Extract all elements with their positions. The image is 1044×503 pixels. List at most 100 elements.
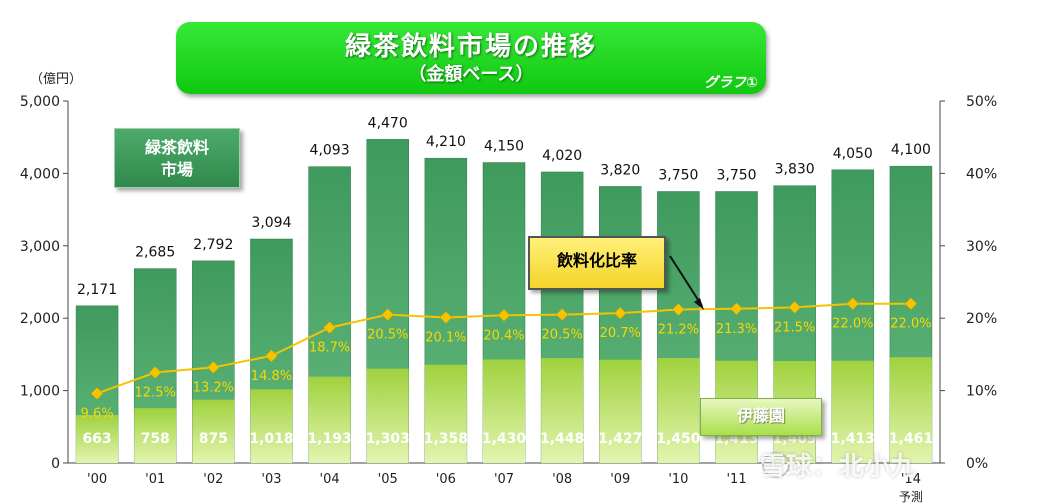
itoen-bar [483,359,525,463]
x-tick-label: '03 [261,472,281,487]
itoen-bar [76,414,119,463]
itoen-data-label: 875 [199,431,228,447]
ratio-point [265,349,278,363]
ratio-data-label: 21.2% [658,323,699,338]
y2-tick-label: 20% [966,311,997,327]
ratio-point [148,366,162,379]
itoen-bar [308,376,351,463]
market-data-label: 4,093 [310,143,350,159]
y2-tick-label: 0% [966,456,988,472]
ratio-point [206,361,220,374]
ratio-data-label: 20.7% [600,326,641,341]
itoen-bar [541,358,584,463]
legend-itoen: 伊藤園 [700,398,822,436]
x-tick-label: '09 [610,472,630,487]
itoen-data-label: 758 [141,431,170,447]
y-tick-label: 5,000 [20,94,60,110]
market-data-label: 4,020 [542,148,582,164]
itoen-data-label: 1,450 [656,431,701,447]
itoen-data-label: 1,018 [249,431,293,447]
y-axis-unit: （億円） [30,72,83,87]
ratio-point [613,306,627,320]
x-category-note: 予測 [899,490,923,503]
watermark-icon [762,452,790,478]
ratio-point [904,297,918,311]
ratio-data-label: 21.3% [716,322,757,337]
itoen-data-label: 1,358 [424,431,468,447]
ratio-data-label: 18.7% [309,341,350,356]
market-data-label: 3,750 [658,168,698,184]
chart-subtitle: （金額ベース） [408,64,534,85]
market-data-label: 2,792 [193,237,233,253]
ratio-point [672,303,685,316]
y-tick-label: 1,000 [20,384,60,400]
market-data-label: 3,820 [600,162,640,178]
y-tick-label: 3,000 [20,239,60,255]
y-tick-label: 4,000 [20,166,60,182]
legend-market-label: 緑茶飲料 市場 [144,138,209,179]
itoen-bar [192,399,235,463]
legend-market: 緑茶飲料 市場 [114,128,240,188]
ratio-point [846,297,860,311]
ratio-point [381,308,395,321]
market-data-label: 2,171 [77,282,117,298]
ratio-data-label: 22.0% [832,317,873,332]
x-tick-label: '00 [87,472,107,487]
market-data-label: 3,830 [775,162,815,178]
chart-tag: グラフ① [704,75,758,91]
itoen-data-label: 1,427 [598,431,642,447]
y2-tick-label: 50% [966,94,997,110]
itoen-bar [889,357,932,463]
itoen-data-label: 1,461 [889,431,933,447]
ratio-arrow-head [694,298,704,310]
ratio-point [497,308,511,322]
x-tick-label: '10 [668,472,688,487]
legend-itoen-label: 伊藤園 [736,406,785,425]
ratio-data-label: 21.5% [774,320,815,335]
ratio-data-label: 12.5% [135,386,176,401]
ratio-point [730,302,743,316]
x-tick-label: '08 [552,472,572,487]
itoen-bar [250,389,293,463]
ratio-point [555,308,569,321]
x-tick-label: '02 [203,472,223,487]
y-tick-label: 0 [51,456,60,472]
legend-ratio-label: 飲料化比率 [556,251,637,270]
y2-tick-label: 30% [966,239,997,255]
x-tick-label: '05 [378,472,398,487]
ratio-point [788,300,802,314]
ratio-point [90,387,104,400]
ratio-data-label: 14.8% [251,369,292,384]
market-data-label: 4,150 [484,139,524,155]
ratio-data-label: 22.0% [890,317,931,332]
market-data-label: 4,210 [426,134,466,150]
itoen-data-label: 1,430 [482,431,527,447]
watermark: 雪球：北小九 [760,452,917,482]
itoen-bar [134,408,177,463]
itoen-bar [657,358,700,463]
x-tick-label: '01 [145,472,165,487]
itoen-data-label: 1,413 [831,431,875,447]
ratio-point [439,311,453,324]
x-tick-label: '14 [901,472,921,487]
itoen-bar [424,364,467,463]
chart-title: 緑茶飲料市場の推移 [344,32,597,62]
ratio-data-label: 13.2% [193,380,234,395]
x-tick-label: '04 [320,472,340,487]
market-data-label: 2,685 [135,245,175,261]
ratio-data-label: 20.5% [367,328,408,343]
itoen-bar [366,368,409,463]
ratio-data-label: 20.1% [425,330,466,345]
itoen-bar [831,360,874,463]
itoen-data-label: 1,193 [307,431,351,447]
x-tick-label: '06 [436,472,456,487]
market-data-label: 4,050 [833,146,873,162]
itoen-data-label: 663 [82,431,111,447]
y2-tick-label: 40% [966,166,997,182]
ratio-arrow [669,255,703,307]
y-tick-label: 2,000 [20,311,60,327]
x-tick-label: '11 [726,472,746,487]
ratio-data-label: 20.4% [483,328,524,343]
market-data-label: 4,100 [891,142,931,158]
y2-tick-label: 10% [966,384,997,400]
